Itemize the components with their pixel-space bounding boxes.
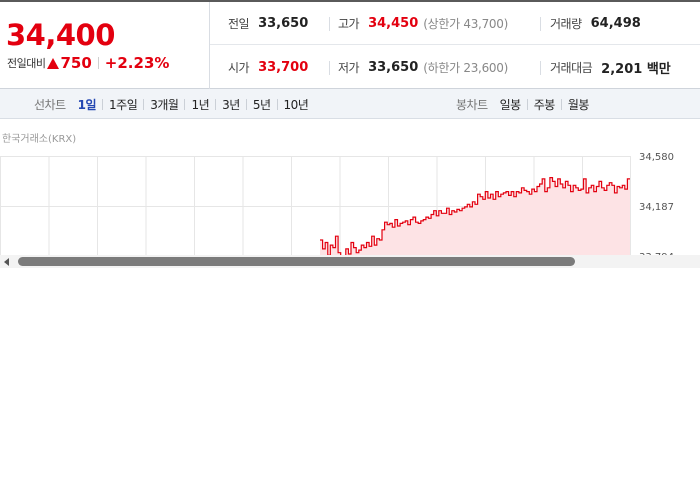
price-line <box>320 177 630 255</box>
tab-1year[interactable]: 1년 <box>191 97 210 112</box>
line-chart-tabs: 선차트 1일 1주일 3개월 1년 3년 5년 10년 <box>34 89 309 119</box>
volume-value: 64,498 <box>590 16 641 31</box>
divider <box>184 98 186 110</box>
triangle-up-icon <box>47 57 60 69</box>
tab-1day[interactable]: 1일 <box>77 97 97 112</box>
horizontal-scrollbar[interactable] <box>0 255 700 268</box>
volume-label: 거래량 <box>550 17 582 31</box>
amount-value: 2,201 백만 <box>601 62 671 77</box>
tab-3month[interactable]: 3개월 <box>150 97 179 112</box>
tab-3year[interactable]: 3년 <box>222 97 240 112</box>
line-chart-title: 선차트 <box>34 97 66 112</box>
open-price: 시가 33,700 <box>228 46 308 89</box>
trade-amount: 거래대금 2,201 백만 <box>550 46 671 89</box>
tab-1week[interactable]: 1주일 <box>109 97 138 112</box>
change-label: 전일대비 <box>7 57 46 70</box>
divider <box>540 61 541 75</box>
price-summary: 34,400 전일대비 750 +2.23% <box>0 2 210 89</box>
price-line-chart: 34,580 34,187 33,794 <box>0 152 674 255</box>
divider <box>329 17 330 31</box>
divider <box>560 98 562 110</box>
divider <box>540 17 541 31</box>
change-percent: +2.23% <box>104 54 170 72</box>
divider <box>143 98 145 110</box>
low-price: 저가 33,650 (하한가 23,600) <box>338 46 508 89</box>
y-tick-label: 33,794 <box>639 252 674 255</box>
price-area-fill <box>320 177 630 255</box>
scroll-left-arrow-icon[interactable] <box>4 258 9 266</box>
intraday-chart: 34,580 34,187 33,794 <box>0 119 700 255</box>
tab-weekly-candle[interactable]: 주봉 <box>533 97 556 112</box>
low-label: 저가 <box>338 61 360 75</box>
divider <box>245 98 247 110</box>
divider <box>329 61 330 75</box>
change-row: 전일대비 750 +2.23% <box>7 54 169 72</box>
tab-daily-candle[interactable]: 일봉 <box>499 97 522 112</box>
low-value: 33,650 <box>368 60 419 75</box>
divider <box>215 98 217 110</box>
high-price: 고가 34,450 (상한가 43,700) <box>338 2 508 45</box>
y-tick-label: 34,580 <box>639 152 674 163</box>
candle-chart-title: 봉차트 <box>456 97 488 112</box>
stock-quote-panel: 34,400 전일대비 750 +2.23% 전일 33,650 고가 34,4… <box>0 0 700 89</box>
stat-row-2: 시가 33,700 저가 33,650 (하한가 23,600) 거래대금 2,… <box>210 46 700 89</box>
open-value: 33,700 <box>258 60 309 75</box>
lower-limit: (하한가 23,600) <box>423 61 508 75</box>
prev-close-value: 33,650 <box>258 16 309 31</box>
high-value: 34,450 <box>368 16 419 31</box>
change-value: 750 <box>60 54 92 72</box>
high-label: 고가 <box>338 17 360 31</box>
tab-5year[interactable]: 5년 <box>252 97 271 112</box>
volume: 거래량 64,498 <box>550 2 641 45</box>
candle-chart-tabs: 봉차트 일봉 주봉 월봉 <box>456 89 589 119</box>
scrollbar-thumb[interactable] <box>18 257 575 266</box>
divider <box>102 98 104 110</box>
tab-monthly-candle[interactable]: 월봉 <box>567 97 590 112</box>
open-label: 시가 <box>228 61 250 75</box>
prev-close: 전일 33,650 <box>228 2 308 45</box>
divider <box>97 57 99 69</box>
upper-limit: (상한가 43,700) <box>423 17 508 31</box>
exchange-label: 한국거래소(KRX) <box>2 134 77 145</box>
divider <box>276 98 278 110</box>
tab-10year[interactable]: 10년 <box>283 97 309 112</box>
chart-period-tabbar: 선차트 1일 1주일 3개월 1년 3년 5년 10년 봉차트 일봉 주봉 월봉 <box>0 89 700 119</box>
amount-label: 거래대금 <box>550 61 593 75</box>
current-price: 34,400 <box>6 18 115 52</box>
prev-close-label: 전일 <box>228 17 250 31</box>
divider <box>526 98 528 110</box>
y-tick-label: 34,187 <box>639 202 674 213</box>
stat-row-1: 전일 33,650 고가 34,450 (상한가 43,700) 거래량 64,… <box>210 2 700 45</box>
